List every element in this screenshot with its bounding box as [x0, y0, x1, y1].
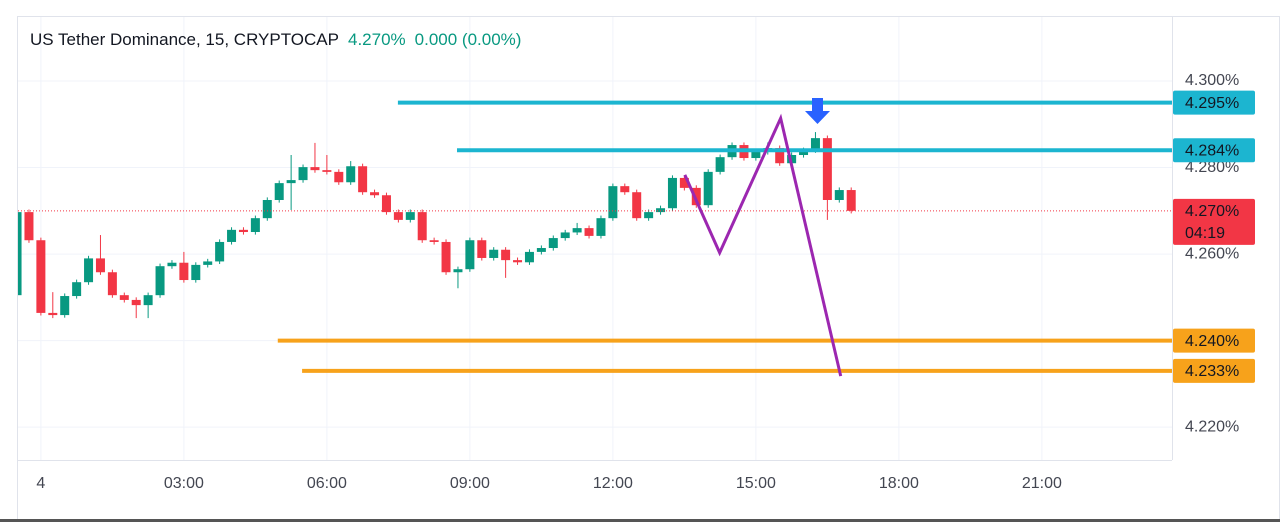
candle-body: [810, 138, 820, 151]
candle-body: [48, 312, 58, 316]
candle-body: [441, 241, 451, 273]
y-tick-label: 4.220%: [1185, 418, 1239, 435]
candle-body: [656, 208, 666, 213]
level-label-box: [1173, 138, 1255, 163]
candle-body: [572, 228, 582, 233]
candle-body: [215, 241, 225, 262]
candle-body: [834, 190, 844, 200]
candle-body: [799, 150, 809, 156]
candle-body: [119, 295, 129, 300]
candle-body: [167, 262, 177, 267]
last-price-label: 4.270%: [1185, 203, 1239, 220]
level-label-box: [1173, 328, 1255, 353]
candle-body: [632, 192, 642, 219]
candle-body: [72, 282, 82, 297]
candle-body: [608, 186, 618, 219]
candle-body: [286, 180, 296, 184]
candle-body: [95, 258, 105, 273]
candle-body: [370, 192, 380, 196]
candle-body: [274, 183, 284, 200]
x-tick-label: 21:00: [1022, 475, 1062, 492]
candle-body: [465, 240, 475, 270]
x-tick-label: 15:00: [736, 475, 776, 492]
x-tick-label: 12:00: [593, 475, 633, 492]
candle-body: [322, 170, 332, 172]
candle-body: [107, 272, 117, 296]
candle-body: [477, 240, 487, 258]
candle-body: [155, 266, 165, 296]
y-tick-label: 4.300%: [1185, 72, 1239, 89]
last-price-box: [1173, 198, 1255, 245]
candle-body: [24, 212, 34, 241]
countdown-label: 04:19: [1185, 225, 1225, 242]
candle-body: [393, 212, 403, 220]
level-label: 4.240%: [1185, 333, 1239, 350]
level-label: 4.284%: [1185, 142, 1239, 159]
candle-body: [548, 238, 558, 249]
candle-body: [703, 171, 713, 206]
candle-body: [679, 177, 689, 188]
candle-body: [227, 229, 237, 242]
pattern-drawing: [683, 113, 843, 377]
candle-body: [513, 260, 523, 263]
candle-body: [691, 187, 701, 206]
level-label: 4.295%: [1185, 95, 1239, 112]
x-tick-label: 4: [36, 475, 45, 492]
candle-body: [358, 166, 368, 193]
candle-body: [262, 199, 272, 219]
candle-body: [191, 264, 201, 281]
candle-body: [334, 171, 344, 183]
candle-body: [36, 240, 46, 313]
candle-body: [250, 218, 260, 233]
level-label-box: [1173, 358, 1255, 383]
price-change: 0.000 (0.00%): [415, 30, 522, 49]
candle-body: [453, 269, 463, 273]
candle-body: [751, 151, 761, 159]
last-price: 4.270%: [348, 30, 406, 49]
candle-body: [203, 261, 213, 265]
candle-body: [143, 295, 153, 306]
candle-body: [429, 240, 439, 242]
y-tick-label: 4.260%: [1185, 245, 1239, 262]
candle-body: [381, 195, 391, 213]
candle-body: [179, 262, 189, 281]
candle-body: [346, 166, 356, 183]
x-tick-label: 09:00: [450, 475, 490, 492]
candle-body: [60, 296, 70, 316]
candle-body: [18, 212, 22, 296]
candle-body: [524, 251, 534, 263]
candle-body: [489, 249, 499, 258]
x-tick-label: 18:00: [879, 475, 919, 492]
candle-body: [775, 148, 785, 164]
candle-body: [536, 248, 546, 252]
x-tick-label: 03:00: [164, 475, 204, 492]
candle-body: [501, 249, 511, 261]
candle-body: [560, 232, 570, 239]
candle-body: [131, 299, 141, 306]
candle-body: [846, 190, 856, 211]
candle-body: [584, 228, 594, 236]
level-label-box: [1173, 90, 1255, 115]
chart-title: US Tether Dominance, 15, CRYPTOCAP: [30, 30, 339, 49]
candle-body: [822, 138, 832, 200]
candle-body: [84, 258, 94, 283]
x-tick-label: 06:00: [307, 475, 347, 492]
candle-body: [405, 212, 415, 220]
y-tick-label: 4.280%: [1185, 159, 1239, 176]
candle-body: [620, 186, 630, 193]
level-label: 4.233%: [1185, 363, 1239, 380]
candle-body: [417, 212, 427, 241]
candle-body: [238, 229, 248, 233]
candle-body: [667, 177, 677, 209]
arrow-icon: [805, 98, 830, 124]
candle-body: [298, 167, 308, 181]
header: US Tether Dominance, 15, CRYPTOCAP 4.270%…: [30, 30, 521, 49]
candle-body: [644, 212, 654, 219]
candle-body: [715, 157, 725, 172]
candle-body: [310, 167, 320, 171]
candle-body: [596, 218, 606, 236]
